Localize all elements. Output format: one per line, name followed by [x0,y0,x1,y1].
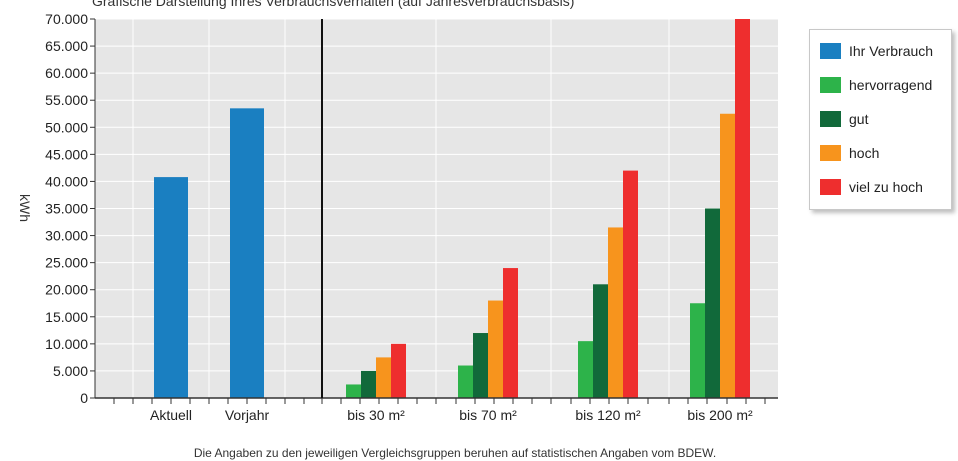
bar-bis-30-m--gut [361,371,376,398]
legend-label: gut [849,111,868,127]
y-tick-label: 30.000 [45,228,88,244]
bar-bis-70-m--hoch [488,301,503,398]
y-tick-labels: 0 5.000 10.000 15.000 20.000 25.000 30.000 35.0… [45,11,95,406]
legend-swatch [820,111,841,127]
y-tick-label: 50.000 [45,119,88,135]
y-tick-label: 10.000 [45,336,88,352]
legend-label: viel zu hoch [849,179,923,195]
bar-bis-120-m--hervorragend [578,341,593,398]
legend-item: hoch [820,144,879,162]
y-tick-label: 55.000 [45,92,88,108]
x-tick-label: bis 70 m² [459,407,517,423]
bar-bis-200-m--hoch [720,114,735,398]
x-tick-label: bis 200 m² [687,407,753,423]
bar-bis-70-m--hervorragend [458,366,473,398]
legend-swatch [820,77,841,93]
bar-aktuell-ihr-verbrauch [154,177,188,398]
bar-bis-30-m--hervorragend [346,384,361,398]
bar-bis-120-m--hoch [608,227,623,398]
legend-label: hoch [849,145,879,161]
legend-item: viel zu hoch [820,178,923,196]
y-tick-label: 5.000 [53,363,88,379]
x-tick-label: Aktuell [150,407,192,423]
bar-bis-70-m--gut [473,333,488,398]
bar-bis-200-m--gut [705,209,720,399]
y-tick-label: 0 [80,390,88,406]
y-tick-label: 65.000 [45,38,88,54]
legend: Ihr Verbrauch hervorragend gut hoch viel zu … [809,29,952,210]
legend-swatch [820,145,841,161]
y-tick-label: 25.000 [45,255,88,271]
bar-bis-30-m--hoch [376,357,391,398]
x-tick-label: bis 30 m² [347,407,405,423]
legend-label: hervorragend [849,77,932,93]
y-tick-label: 70.000 [45,11,88,27]
legend-swatch [820,179,841,195]
bar-bis-200-m--hervorragend [690,303,705,398]
bar-bis-200-m--viel-zu-hoch [735,19,750,398]
y-axis-label: kWh [17,194,33,222]
legend-item: Ihr Verbrauch [820,42,933,60]
x-tick-label: bis 120 m² [575,407,641,423]
y-tick-label: 35.000 [45,201,88,217]
y-tick-label: 15.000 [45,309,88,325]
y-tick-label: 20.000 [45,282,88,298]
bar-vorjahr-ihr-verbrauch [230,108,264,398]
y-tick-label: 40.000 [45,173,88,189]
y-tick-label: 60.000 [45,65,88,81]
legend-swatch [820,43,841,59]
bar-bis-30-m--viel-zu-hoch [391,344,406,398]
y-tick-label: 45.000 [45,146,88,162]
legend-item: gut [820,110,868,128]
x-tick-labels: Aktuell Vorjahr bis 30 m² bis 70 m² bis 120 … [150,407,753,423]
bar-bis-120-m--viel-zu-hoch [623,171,638,398]
x-tick-label: Vorjahr [225,407,270,423]
bar-bis-120-m--gut [593,284,608,398]
footnote: Die Angaben zu den jeweiligen Vergleichs… [0,446,910,460]
bar-bis-70-m--viel-zu-hoch [503,268,518,398]
legend-label: Ihr Verbrauch [849,43,933,59]
legend-item: hervorragend [820,76,932,94]
